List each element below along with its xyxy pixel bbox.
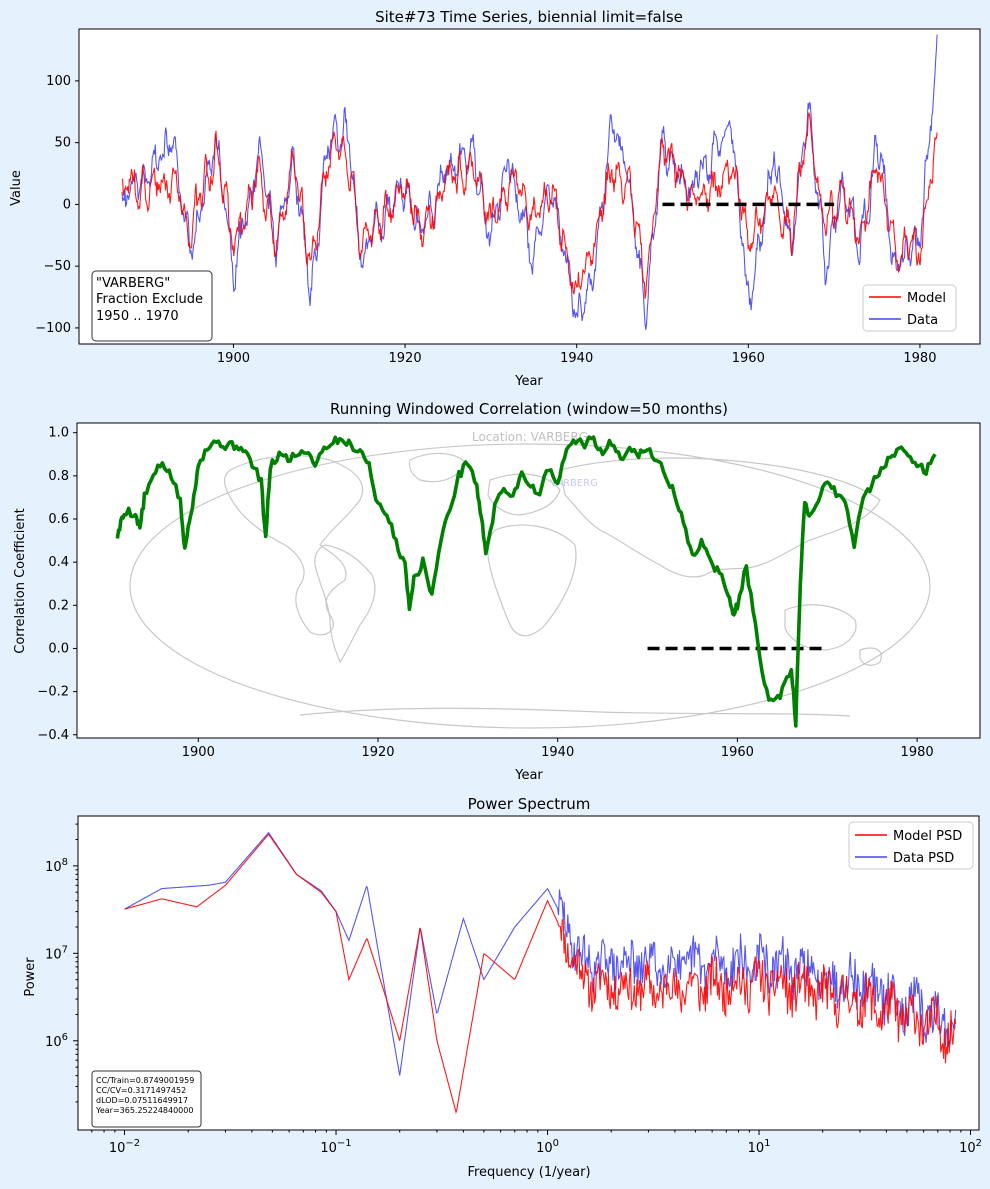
stat-cc-train: CC/Train=0.8749001959 [96,1076,194,1085]
y-tick-label: 107 [45,944,68,962]
y-tick-label: −100 [35,321,71,336]
stats-box: CC/Train=0.8749001959 CC/CV=0.3171497452… [91,1070,202,1128]
x-tick-label: 1980 [903,351,936,366]
y-tick-label: −50 [44,259,71,274]
spectrum-xlabel: Frequency (1/year) [467,1165,590,1180]
y-tick-label: −0.4 [37,728,69,743]
x-tick-label: 1900 [182,745,215,760]
spectrum-title: Power Spectrum [468,795,591,813]
x-tick-label: 1900 [217,351,250,366]
correlation-panel: Running Windowed Correlation (window=50 … [13,400,981,783]
psd-line-model-psd [124,833,957,1115]
y-tick-label: 0.2 [48,598,69,613]
annotation-line-1: "VARBERG" [96,276,170,291]
x-tick-label: 1960 [732,351,765,366]
series-line-data [121,34,938,330]
legend-label-model-psd: Model PSD [893,829,962,844]
y-tick-label: 100 [46,74,71,89]
y-tick-label: 106 [45,1032,68,1050]
map-marker-label: VARBERG [550,478,598,489]
correlation-title: Running Windowed Correlation (window=50 … [330,400,728,418]
y-tick-label: 0.0 [48,641,69,656]
y-tick-label: 0.4 [48,555,69,570]
stat-year: Year=365.25224840000 [95,1106,193,1115]
x-tick-label: 101 [748,1138,771,1156]
x-tick-label: 10−2 [109,1138,140,1156]
map-location-label: Location: VARBERG [472,430,588,444]
x-tick-label: 1980 [901,745,934,760]
stat-dlod: dLOD=0.07511649917 [96,1096,188,1105]
spectrum-legend: Model PSD Data PSD [848,821,974,870]
y-tick-label: 0.6 [48,512,69,527]
x-tick-label: 1960 [721,745,754,760]
annotation-line-3: 1950 .. 1970 [96,309,179,324]
correlation-line [115,435,937,728]
y-tick-label: 0.8 [48,469,69,484]
x-tick-label: 10−1 [320,1138,351,1156]
stat-cc-cv: CC/CV=0.3171497452 [96,1086,186,1095]
legend-label-data: Data [907,313,938,328]
site-annotation: "VARBERG" Fraction Exclude 1950 .. 1970 [91,270,213,342]
time-series-legend: Model Data [862,284,957,332]
y-tick-label: 50 [54,136,71,151]
correlation-ylabel: Correlation Coefficient [13,508,28,654]
legend-label-model: Model [907,291,946,306]
y-tick-label: −0.2 [37,685,69,700]
time-series-ylabel: Value [9,170,24,206]
annotation-line-2: Fraction Exclude [96,292,203,307]
spectrum-ylabel: Power [23,957,38,997]
series-line-model [121,112,938,299]
time-series-title: Site#73 Time Series, biennial limit=fals… [375,8,683,26]
legend-label-data-psd: Data PSD [893,851,954,866]
y-tick-label: 1.0 [48,426,69,441]
correlation-xlabel: Year [514,768,543,783]
time-series-xlabel: Year [514,374,543,389]
spectrum-plot-area [77,815,980,1131]
correlation-plot-area [76,422,981,739]
x-tick-label: 1920 [389,351,422,366]
power-spectrum-panel: Power Spectrum 10−2 10−1 100 101 102 106 107 1… [23,795,982,1180]
world-map-background [129,443,931,729]
y-tick-label: 108 [45,857,68,875]
time-series-plot-area [78,28,981,345]
y-tick-label: 0 [63,197,71,212]
x-tick-label: 1920 [361,745,394,760]
x-tick-label: 102 [959,1138,982,1156]
x-tick-label: 100 [536,1138,559,1156]
time-series-panel: Site#73 Time Series, biennial limit=fals… [9,8,981,389]
psd-line-data-psd [124,831,957,1076]
x-tick-label: 1940 [560,351,593,366]
x-tick-label: 1940 [541,745,574,760]
